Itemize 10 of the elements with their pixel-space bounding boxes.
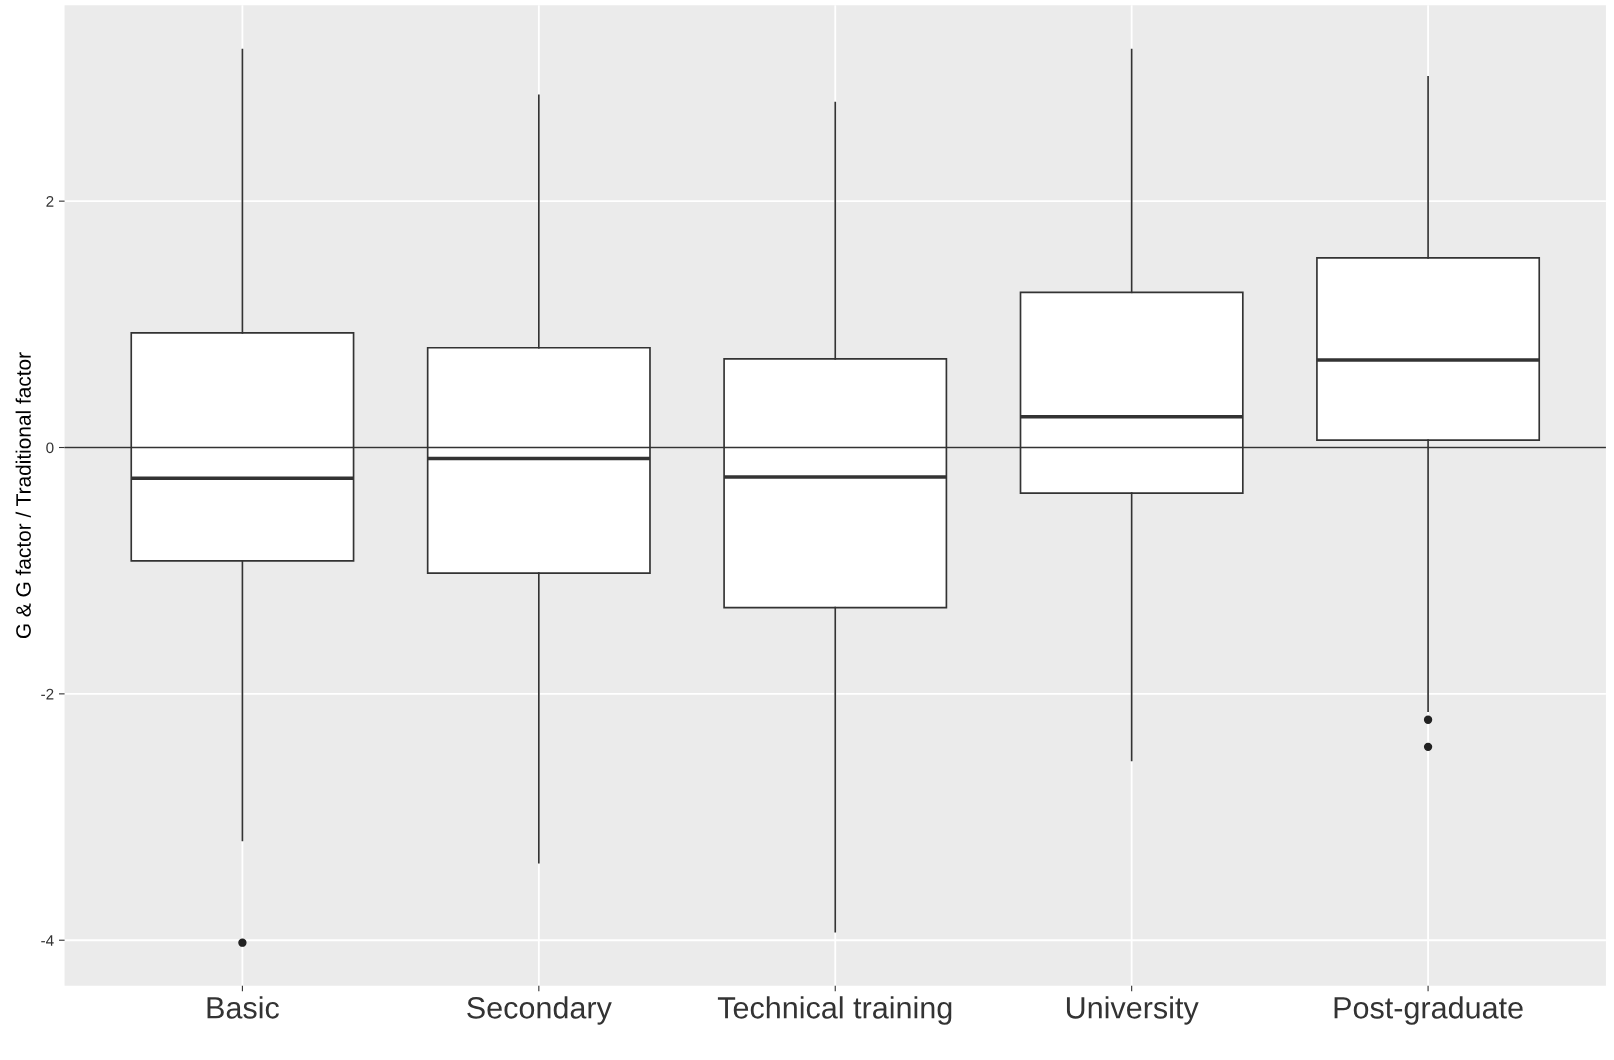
y-tick-label: -4 — [41, 935, 54, 946]
x-tick-label: Secondary — [467, 996, 612, 1025]
x-tick-label: Technical training — [717, 996, 952, 1025]
y-tick-label: -2 — [41, 688, 54, 700]
y-tick-label: 2 — [46, 196, 54, 207]
x-tick-label: Basic — [207, 996, 279, 1019]
x-tick-label: University — [1066, 996, 1199, 1025]
x-tick-label: Post-graduate — [1334, 996, 1523, 1025]
y-tick-label: 0 — [46, 442, 54, 454]
y-axis-title: G & G factor / Traditional factor — [15, 352, 31, 639]
